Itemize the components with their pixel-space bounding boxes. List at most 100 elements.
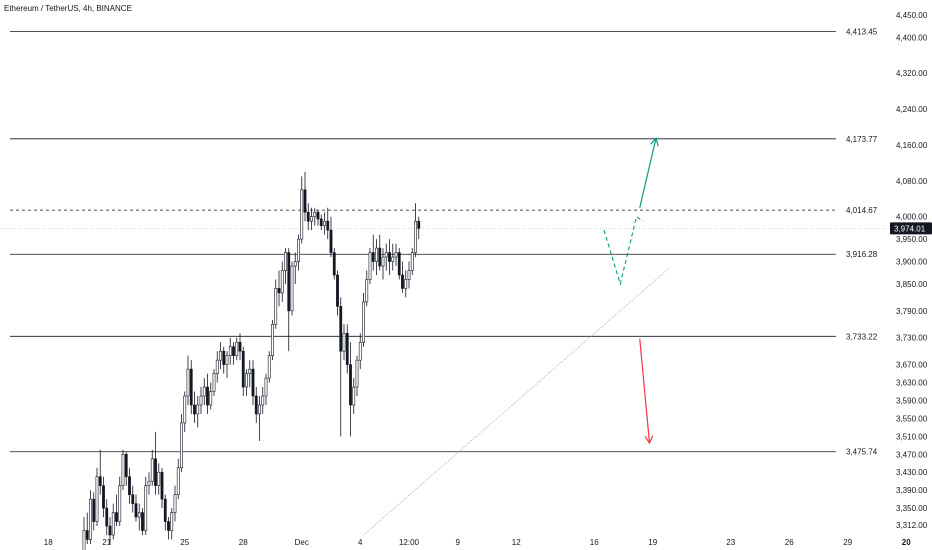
candle-body: [397, 252, 401, 276]
current-price-tag: [890, 222, 932, 235]
y-tick-label: 4,160.00: [896, 141, 928, 150]
candle-body: [92, 498, 96, 522]
candle-body: [310, 216, 313, 222]
candle-body: [280, 270, 284, 294]
y-tick-label: 3,950.00: [896, 235, 928, 244]
candle-body: [378, 247, 382, 267]
candle-body: [238, 341, 242, 352]
candle-body: [365, 279, 369, 303]
x-tick-label: Dec: [295, 538, 309, 547]
candle-body: [163, 498, 167, 522]
y-tick-label: 3,470.00: [896, 450, 928, 459]
candle-body: [358, 341, 362, 361]
candle-body: [193, 404, 196, 415]
candle-body: [232, 346, 235, 356]
candle-body: [313, 211, 317, 218]
candle-body: [150, 458, 154, 482]
candle-body: [108, 525, 112, 536]
y-tick-label: 3,900.00: [896, 258, 928, 267]
y-tick-label: 3,430.00: [896, 468, 928, 477]
candle-body: [98, 476, 102, 486]
candle-body: [160, 471, 164, 500]
y-tick-label: 3,670.00: [896, 361, 928, 370]
candle-body: [303, 189, 307, 213]
candle-body: [345, 332, 349, 365]
level-label: 3,916.28: [846, 250, 878, 259]
bearish-arrow[interactable]: [639, 338, 651, 444]
level-label: 4,014.67: [846, 206, 878, 215]
candle-body: [144, 485, 148, 531]
candle-body: [368, 252, 372, 280]
y-tick-label: 3,390.00: [896, 486, 928, 495]
candle-body: [404, 279, 408, 289]
candle-body: [241, 350, 245, 388]
candle-body: [407, 270, 411, 280]
candle-body: [212, 373, 216, 392]
y-tick-label: 4,080.00: [896, 177, 928, 186]
trendline[interactable]: [363, 267, 670, 536]
candle-body: [180, 422, 183, 469]
candle-body: [271, 323, 274, 356]
candle-body: [293, 261, 297, 267]
candle-body: [111, 512, 115, 536]
level-label: 3,475.74: [846, 448, 878, 457]
candle-body: [105, 507, 109, 527]
candle-body: [332, 252, 336, 276]
y-tick-label: 3,630.00: [896, 379, 928, 388]
candle-body: [170, 512, 174, 531]
candle-body: [306, 211, 310, 222]
candle-body: [102, 485, 105, 509]
y-tick-label: 3,790.00: [896, 307, 928, 316]
candle-body: [349, 364, 352, 406]
y-tick-label: 4,450.00: [896, 11, 928, 20]
x-tick-label: 16: [590, 538, 599, 547]
candle-body: [388, 252, 391, 262]
x-tick-label: 9: [456, 538, 461, 547]
candle-body: [326, 220, 330, 231]
candle-body: [336, 274, 339, 307]
candle-body: [202, 386, 206, 397]
candle-body: [124, 454, 128, 478]
candle-body: [215, 359, 219, 374]
candle-body: [375, 247, 378, 262]
y-tick-label: 3,312.00: [896, 521, 928, 530]
x-tick-label: 12: [512, 538, 521, 547]
candle-body: [134, 503, 138, 518]
chart-title: Ethereum / TetherUS, 4h, BINANCE: [4, 4, 132, 13]
candle-body: [284, 252, 287, 271]
candle-body: [414, 220, 417, 253]
candle-body: [277, 288, 281, 294]
candle-body: [176, 467, 180, 495]
price-axis[interactable]: [888, 0, 932, 550]
candle-body: [209, 391, 213, 406]
candle-body: [118, 485, 122, 522]
y-tick-label: 4,000.00: [896, 213, 928, 222]
candle-body: [228, 346, 232, 356]
candle-body: [287, 252, 291, 312]
x-tick-label: 21: [102, 538, 111, 547]
candle-body: [352, 386, 356, 406]
x-tick-label: 23: [726, 538, 735, 547]
candle-body: [121, 454, 125, 486]
projection-path[interactable]: [603, 215, 644, 287]
candle-body: [225, 355, 229, 365]
candle-body: [355, 359, 359, 388]
candle-body: [339, 306, 343, 352]
y-tick-label: 3,590.00: [896, 397, 928, 406]
candle-body: [141, 512, 144, 531]
candle-body: [248, 368, 252, 374]
candle-body: [222, 350, 226, 365]
candle-body: [128, 476, 131, 495]
candle-body: [196, 404, 200, 415]
x-tick-label: 28: [239, 538, 248, 547]
bearish-arrow-head: [644, 435, 654, 445]
bullish-arrow-head: [650, 137, 659, 147]
candle-body: [147, 480, 151, 486]
y-tick-label: 3,730.00: [896, 334, 928, 343]
candle-body: [235, 341, 239, 356]
candle-body: [300, 189, 304, 240]
y-tick-label: 4,320.00: [896, 69, 928, 78]
candle-body: [183, 395, 187, 424]
bullish-arrow[interactable]: [639, 138, 657, 208]
